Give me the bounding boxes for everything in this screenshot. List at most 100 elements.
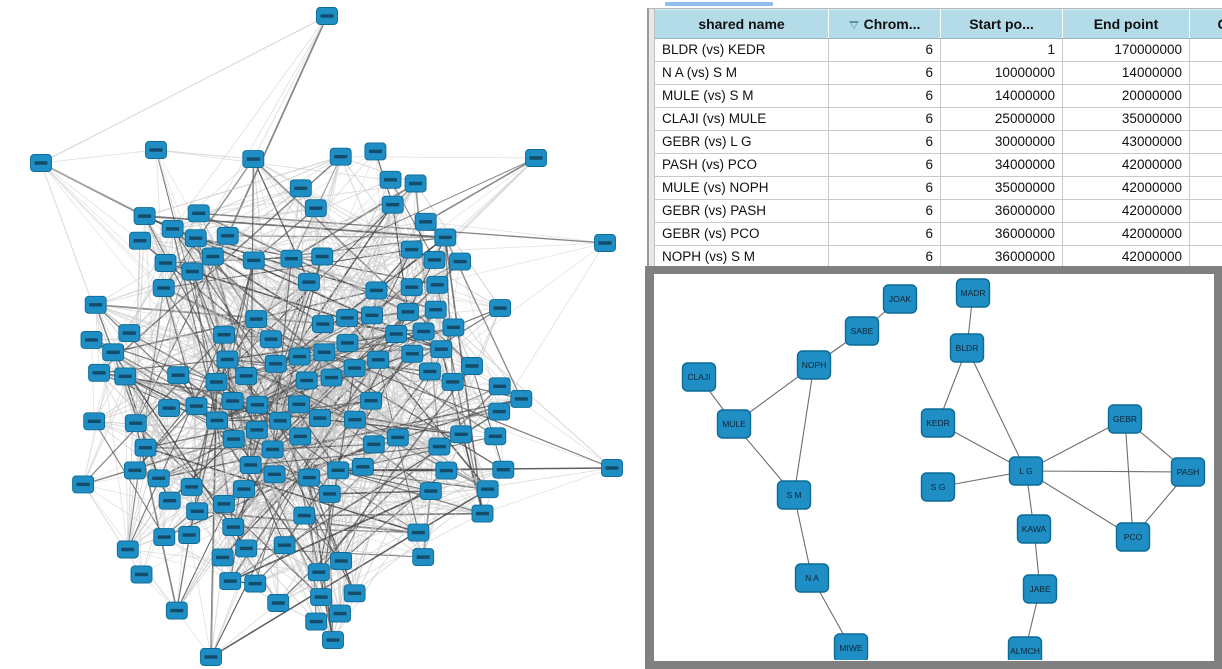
- edge-attribute-table[interactable]: shared name Chrom... Start po... End poi…: [655, 9, 1222, 268]
- main-network-node-label: [293, 434, 307, 439]
- table-cell-genetic: 7.5: [1189, 84, 1222, 108]
- table-cell-chromosome: 6: [828, 199, 941, 223]
- subnetwork-node-LG[interactable]: [1008, 456, 1044, 486]
- table-cell-genetic: 16.9: [1189, 130, 1222, 154]
- main-network-node-label: [348, 418, 362, 422]
- main-network-nodes[interactable]: [30, 7, 623, 666]
- table-row[interactable]: GEBR (vs) L G6300000004300000016.9: [655, 130, 1222, 154]
- main-network-node-label: [465, 364, 479, 368]
- subnetwork-node-label-BLDR: BLDR: [956, 343, 979, 353]
- subnetwork-canvas[interactable]: JOAK SABE NOPH CLAJI MULE S M N A MIWE MADR BLDR K…: [654, 274, 1214, 661]
- main-network-node-label: [309, 206, 323, 210]
- subnetwork-node-NA[interactable]: [794, 563, 830, 593]
- subnetwork-node-SABE[interactable]: [844, 316, 880, 346]
- subnetwork-node-label-SM: S M: [786, 490, 801, 500]
- table-row[interactable]: PASH (vs) PCO6340000004200000011.4: [655, 153, 1222, 177]
- main-network-graph[interactable]: [0, 0, 645, 669]
- main-network-node-label: [438, 235, 452, 240]
- main-network-node-label: [138, 214, 152, 218]
- main-network-node-label: [128, 468, 142, 473]
- main-network-node-label: [185, 269, 199, 274]
- subnetwork-node-PCO[interactable]: [1115, 522, 1151, 552]
- subnetwork-node-label-NA: N A: [805, 573, 819, 583]
- column-header-shared-name[interactable]: shared name: [655, 9, 829, 39]
- subnetwork-edge-BLDR-LG[interactable]: [966, 347, 1027, 472]
- main-network-node-label: [189, 236, 203, 240]
- column-header-genetic[interactable]: Genetic...: [1189, 9, 1222, 39]
- subnetwork-node-SG[interactable]: [920, 472, 956, 502]
- table-row[interactable]: GEBR (vs) PCO636000000420000008.4: [655, 222, 1222, 246]
- column-label-end-point: End point: [1093, 16, 1159, 32]
- main-network-node-label: [237, 487, 251, 491]
- subnetwork-node-KEDR[interactable]: [920, 408, 956, 438]
- main-network-node-label: [85, 338, 98, 342]
- subnetwork-node-NOPH[interactable]: [796, 350, 832, 380]
- main-network-node-label: [391, 435, 405, 440]
- subnetwork-node-ALMCH[interactable]: [1007, 636, 1043, 660]
- table-row[interactable]: GEBR (vs) PASH636000000420000008.9: [655, 199, 1222, 223]
- column-header-start-point[interactable]: Start po...: [940, 9, 1063, 39]
- main-network-node-label: [268, 472, 281, 476]
- main-network-node-label: [192, 211, 206, 215]
- main-network-node-label: [314, 595, 328, 599]
- table-cell-shared_name: GEBR (vs) L G: [655, 130, 829, 154]
- subnetwork-graph[interactable]: JOAK SABE NOPH CLAJI MULE S M N A MIWE MADR BLDR K…: [654, 274, 1214, 660]
- main-network-node-label: [92, 371, 106, 375]
- table-body[interactable]: BLDR (vs) KEDR61170000000192.0N A (vs) S…: [655, 38, 1222, 268]
- subnetwork-node-JOAK[interactable]: [882, 284, 918, 314]
- subnetwork-node-SM[interactable]: [776, 480, 812, 510]
- column-header-end-point[interactable]: End point: [1062, 9, 1190, 39]
- column-label-shared-name: shared name: [698, 16, 785, 32]
- main-network-node-label: [446, 380, 460, 384]
- main-network-node-label: [340, 316, 354, 320]
- main-network-node-label: [227, 437, 241, 441]
- results-table-panel: shared name Chrom... Start po... End poi…: [645, 0, 1222, 268]
- table-cell-end_point: 14000000: [1062, 61, 1190, 85]
- subnetwork-node-BLDR[interactable]: [949, 333, 985, 363]
- table-row[interactable]: MULE (vs) S M614000000200000007.5: [655, 84, 1222, 108]
- subnetwork-node-PASH[interactable]: [1170, 457, 1206, 487]
- table-cell-start_point: 25000000: [940, 107, 1063, 131]
- table-cell-end_point: 170000000: [1062, 38, 1190, 62]
- table-vertical-scrollbar[interactable]: [649, 9, 655, 266]
- main-network-node-label: [157, 286, 171, 290]
- main-network-node-label: [300, 378, 314, 383]
- main-network-node-label: [157, 535, 171, 539]
- main-network-node-label: [317, 350, 331, 354]
- subnetwork-node-label-JABE: JABE: [1029, 584, 1051, 594]
- table-cell-end_point: 20000000: [1062, 84, 1190, 108]
- subnetwork-node-label-GEBR: GEBR: [1113, 414, 1137, 424]
- table-row[interactable]: MULE (vs) NOPH6350000004200000010.5: [655, 176, 1222, 200]
- subnetwork-node-MADR[interactable]: [955, 278, 991, 308]
- table-cell-chromosome: 6: [828, 38, 941, 62]
- subnetwork-node-KAWA[interactable]: [1016, 514, 1052, 544]
- table-cell-genetic: 6.6: [1189, 61, 1222, 85]
- subnetwork-node-GEBR[interactable]: [1107, 404, 1143, 434]
- table-cell-chromosome: 6: [828, 176, 941, 200]
- table-row[interactable]: CLAJI (vs) MULE625000000350000005.9: [655, 107, 1222, 131]
- table-cell-chromosome: 6: [828, 130, 941, 154]
- main-network-node-label: [389, 332, 403, 336]
- subnetwork-edge-NOPH-SM[interactable]: [793, 364, 815, 496]
- table-row[interactable]: NOPH (vs) S M636000000420000009.9: [655, 245, 1222, 268]
- subnetwork-node-MULE[interactable]: [716, 409, 752, 439]
- column-header-chromosome[interactable]: Chrom...: [828, 9, 941, 39]
- subnetwork-edge-LG-PASH[interactable]: [1025, 470, 1189, 473]
- table-cell-shared_name: N A (vs) S M: [655, 61, 829, 85]
- subnetwork-edge-GEBR-PCO[interactable]: [1124, 418, 1134, 538]
- subnetwork-node-CLAJI[interactable]: [681, 362, 717, 392]
- main-network-node-label: [220, 357, 234, 362]
- main-network-node-label: [278, 543, 292, 547]
- table-cell-chromosome: 6: [828, 61, 941, 85]
- table-row[interactable]: BLDR (vs) KEDR61170000000192.0: [655, 38, 1222, 62]
- main-network-node-label: [476, 511, 489, 516]
- subnetwork-node-JABE[interactable]: [1022, 574, 1058, 604]
- main-network-node-label: [87, 419, 101, 423]
- subnetwork-node-MIWE[interactable]: [833, 633, 869, 660]
- main-network-node-label: [139, 446, 152, 450]
- main-network-node-label: [170, 608, 184, 613]
- table-cell-shared_name: MULE (vs) NOPH: [655, 176, 829, 200]
- main-network-canvas[interactable]: [0, 0, 645, 669]
- subnetwork-edge-LG-PCO[interactable]: [1025, 470, 1134, 538]
- table-row[interactable]: N A (vs) S M610000000140000006.6: [655, 61, 1222, 85]
